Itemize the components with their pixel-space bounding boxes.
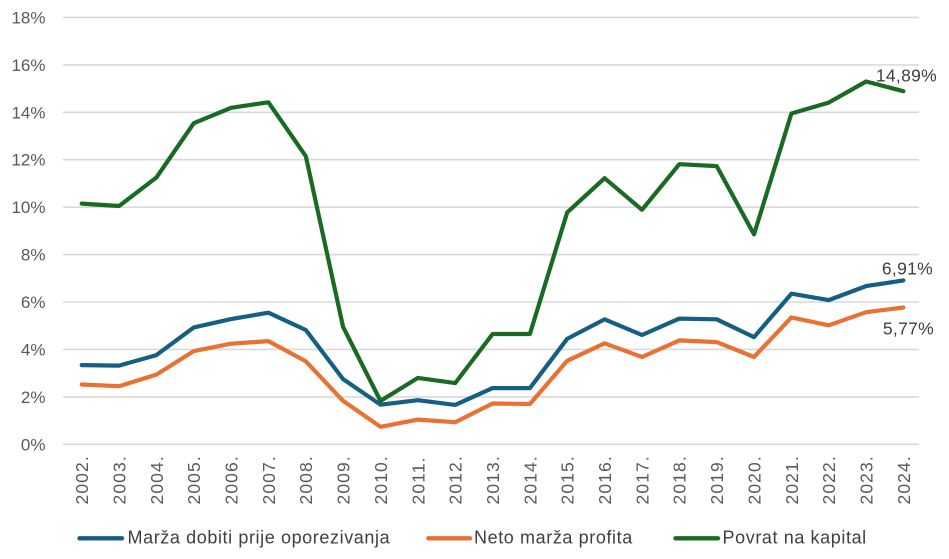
svg-text:2012.: 2012. [446, 455, 466, 504]
svg-text:2019.: 2019. [707, 455, 727, 504]
svg-text:6%: 6% [21, 293, 46, 312]
svg-text:2020.: 2020. [744, 455, 764, 504]
svg-text:16%: 16% [11, 56, 45, 75]
svg-text:8%: 8% [21, 246, 46, 265]
svg-text:2017.: 2017. [632, 455, 652, 504]
svg-text:10%: 10% [11, 198, 45, 217]
svg-text:2023.: 2023. [857, 455, 877, 504]
svg-text:2016.: 2016. [595, 455, 615, 504]
svg-text:2004.: 2004. [147, 455, 167, 504]
svg-text:2014.: 2014. [520, 455, 540, 504]
svg-text:2015.: 2015. [558, 455, 578, 504]
svg-text:2021.: 2021. [782, 455, 802, 504]
svg-text:18%: 18% [11, 8, 45, 27]
svg-text:5,77%: 5,77% [883, 319, 934, 339]
svg-text:6,91%: 6,91% [882, 259, 933, 279]
svg-text:Povrat na kapital: Povrat na kapital [723, 528, 867, 548]
svg-text:2006.: 2006. [222, 455, 242, 504]
svg-text:2%: 2% [21, 388, 46, 407]
svg-text:2011.: 2011. [408, 457, 428, 505]
svg-text:2018.: 2018. [670, 455, 690, 504]
svg-text:2009.: 2009. [334, 455, 354, 504]
svg-text:4%: 4% [21, 340, 46, 359]
svg-text:2024.: 2024. [894, 455, 914, 504]
svg-text:Neto marža profita: Neto marža profita [474, 528, 633, 548]
svg-text:12%: 12% [11, 151, 45, 170]
svg-text:2002.: 2002. [72, 455, 92, 504]
svg-text:14,89%: 14,89% [876, 66, 937, 86]
svg-text:2013.: 2013. [483, 455, 503, 504]
svg-text:2007.: 2007. [259, 455, 279, 504]
svg-text:2010.: 2010. [371, 455, 391, 504]
svg-text:2005.: 2005. [184, 455, 204, 504]
svg-text:2003.: 2003. [110, 455, 130, 504]
svg-text:2022.: 2022. [819, 455, 839, 504]
svg-text:2008.: 2008. [296, 455, 316, 504]
svg-text:0%: 0% [21, 435, 46, 454]
svg-text:Marža dobiti prije oporezivanj: Marža dobiti prije oporezivanja [128, 528, 391, 548]
svg-text:14%: 14% [11, 103, 45, 122]
